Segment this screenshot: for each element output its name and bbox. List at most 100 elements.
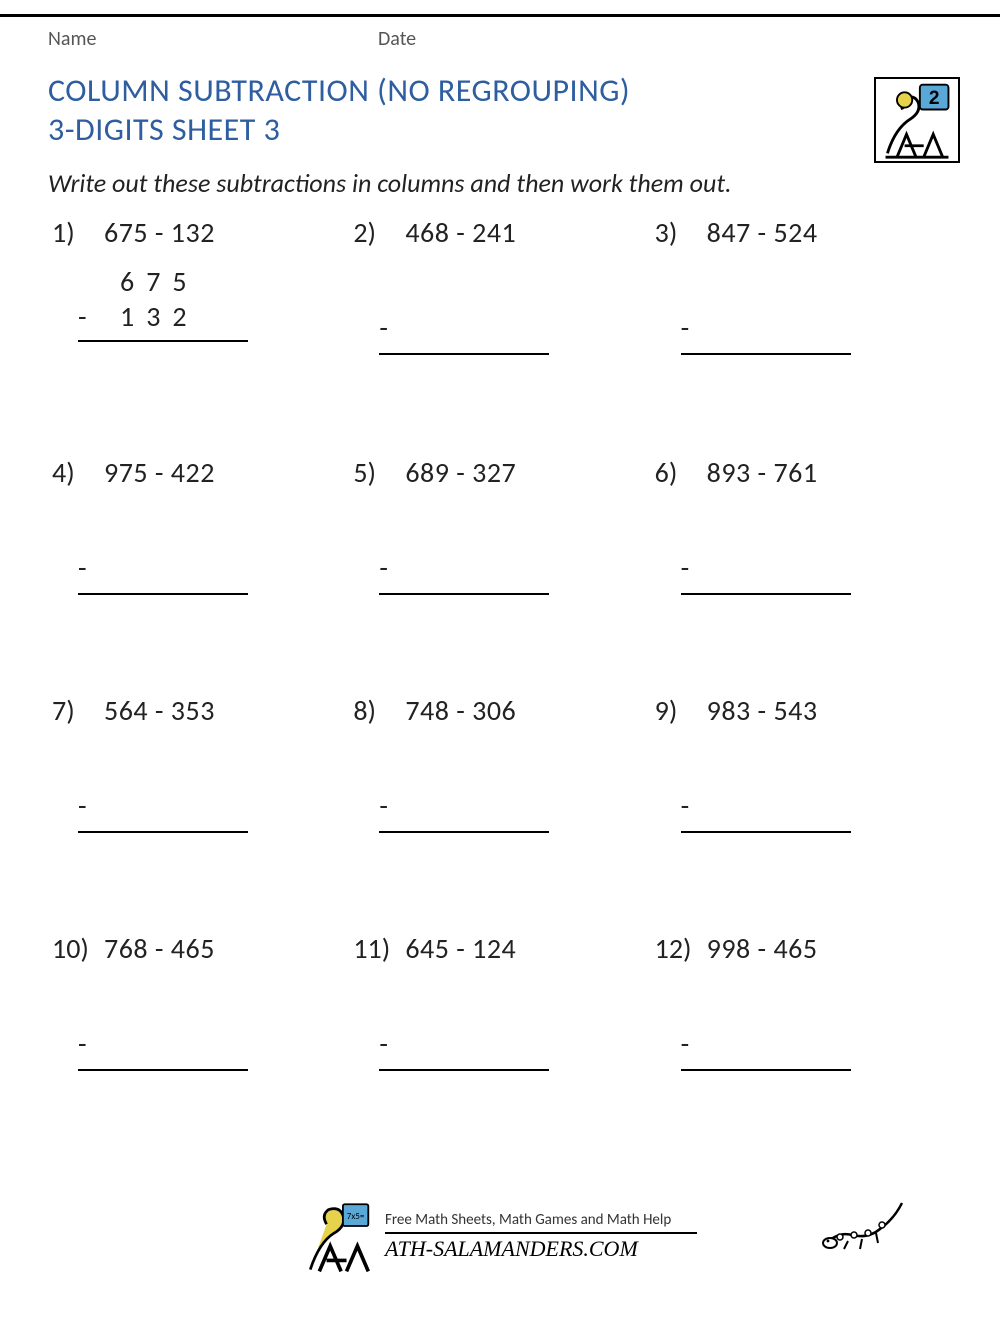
svg-text:7x5=: 7x5= (347, 1211, 365, 1222)
problem-expression: 675 - 132 (104, 215, 215, 250)
name-label: Name (48, 27, 378, 51)
work-area: - (353, 788, 642, 833)
page-top-rule (0, 14, 1000, 17)
minus-sign: - (681, 310, 944, 345)
problem-expression: 998 - 465 (707, 931, 818, 966)
work-area: - (655, 788, 944, 833)
minus-sign: - (78, 788, 341, 823)
answer-rule (681, 1069, 851, 1071)
work-area: - (655, 550, 944, 595)
problem-expression: 975 - 422 (104, 455, 215, 490)
footer-rule (385, 1232, 697, 1234)
problem-expression: 768 - 465 (104, 931, 215, 966)
answer-rule (379, 831, 549, 833)
problem-number: 9) (655, 693, 707, 728)
work-area: - (353, 1026, 642, 1071)
example-minus-row: -132 (78, 299, 341, 334)
work-area: - (655, 310, 944, 355)
problem-row: 1)675 - 132675-1322)468 - 241-3)847 - 52… (48, 211, 952, 451)
minus-sign: - (379, 310, 642, 345)
work-area: - (52, 1026, 341, 1071)
answer-rule (379, 1069, 549, 1071)
footer: 7x5= Free Math Sheets, Math Games and Ma… (48, 1191, 952, 1281)
problem-expression: 468 - 241 (405, 215, 516, 250)
problem-header: 2)468 - 241 (353, 215, 642, 250)
salamander-corner-icon (818, 1191, 908, 1253)
minus-sign: - (379, 550, 642, 585)
date-label: Date (378, 27, 416, 51)
problem-number: 1) (52, 215, 104, 250)
work-area: - (52, 550, 341, 595)
problem-number: 5) (353, 455, 405, 490)
work-area: - (655, 1026, 944, 1071)
problem-cell: 4)975 - 422 - (48, 451, 349, 689)
problem-expression: 893 - 761 (707, 455, 818, 490)
problem-grid: 1)675 - 132675-1322)468 - 241-3)847 - 52… (48, 211, 952, 1165)
minus-sign: - (379, 1026, 642, 1061)
grade-badge: 2 (874, 77, 960, 163)
problem-number: 7) (52, 693, 104, 728)
problem-header: 8)748 - 306 (353, 693, 642, 728)
minus-sign: - (681, 550, 944, 585)
problem-number: 3) (655, 215, 707, 250)
problem-header: 10)768 - 465 (52, 931, 341, 966)
problem-cell: 7)564 - 353 - (48, 689, 349, 927)
problem-cell: 1)675 - 132 675-132 (48, 211, 349, 451)
problem-row: 4)975 - 422 - 5)689 - 327 - 6)893 - 761 - (48, 451, 952, 689)
problem-number: 8) (353, 693, 405, 728)
problem-expression: 748 - 306 (405, 693, 516, 728)
problem-cell: 3)847 - 524 - (651, 211, 952, 451)
problem-number: 12) (655, 931, 707, 966)
footer-tagline: Free Math Sheets, Math Games and Math He… (385, 1211, 697, 1229)
problem-expression: 645 - 124 (405, 931, 516, 966)
answer-rule (78, 1069, 248, 1071)
problem-cell: 10)768 - 465 - (48, 927, 349, 1165)
problem-header: 11)645 - 124 (353, 931, 642, 966)
title-line-2: 3-DIGITS SHEET 3 (48, 110, 952, 149)
minus-sign: - (379, 788, 642, 823)
instruction-text: Write out these subtractions in columns … (48, 167, 952, 199)
minus-sign: - (681, 788, 944, 823)
problem-number: 2) (353, 215, 405, 250)
title-block: COLUMN SUBTRACTION (NO REGROUPING) 3-DIG… (48, 71, 952, 149)
problem-header: 1)675 - 132 (52, 215, 341, 250)
salamander-badge-icon: 2 (876, 79, 958, 161)
problem-header: 7)564 - 353 (52, 693, 341, 728)
answer-rule (681, 593, 851, 595)
footer-brand-text: ATH-SALAMANDERS.COM (385, 1236, 697, 1262)
problem-cell: 6)893 - 761 - (651, 451, 952, 689)
answer-rule (78, 831, 248, 833)
problem-row: 7)564 - 353 - 8)748 - 306 - 9)983 - 543 - (48, 689, 952, 927)
problem-number: 6) (655, 455, 707, 490)
problem-cell: 11)645 - 124 - (349, 927, 650, 1165)
problem-header: 6)893 - 761 (655, 455, 944, 490)
problem-header: 9)983 - 543 (655, 693, 944, 728)
problem-header: 12)998 - 465 (655, 931, 944, 966)
work-area: - (353, 550, 642, 595)
problem-number: 10) (52, 931, 104, 966)
problem-header: 4)975 - 422 (52, 455, 341, 490)
problem-header: 5)689 - 327 (353, 455, 642, 490)
worked-example: 675-132 (52, 264, 341, 342)
problem-expression: 689 - 327 (405, 455, 516, 490)
problem-header: 3)847 - 524 (655, 215, 944, 250)
footer-logo-icon: 7x5= (303, 1197, 381, 1275)
answer-rule (78, 593, 248, 595)
minus-sign: - (78, 1026, 341, 1061)
minus-sign: - (681, 1026, 944, 1061)
answer-rule (681, 831, 851, 833)
answer-rule (681, 353, 851, 355)
answer-rule (379, 593, 549, 595)
problem-row: 10)768 - 465 - 11)645 - 124 - 12)998 - 465 - (48, 927, 952, 1165)
problem-cell: 12)998 - 465 - (651, 927, 952, 1165)
minus-sign: - (78, 299, 104, 334)
answer-rule (379, 353, 549, 355)
problem-expression: 847 - 524 (707, 215, 818, 250)
grade-number: 2 (929, 88, 940, 109)
problem-cell: 2)468 - 241 - (349, 211, 650, 451)
problem-cell: 5)689 - 327 - (349, 451, 650, 689)
example-top-digits: 675 (78, 264, 341, 299)
problem-expression: 983 - 543 (707, 693, 818, 728)
work-area: - (52, 788, 341, 833)
worksheet-page: 2 Name Date COLUMN SUBTRACTION (NO REGRO… (0, 27, 1000, 1321)
